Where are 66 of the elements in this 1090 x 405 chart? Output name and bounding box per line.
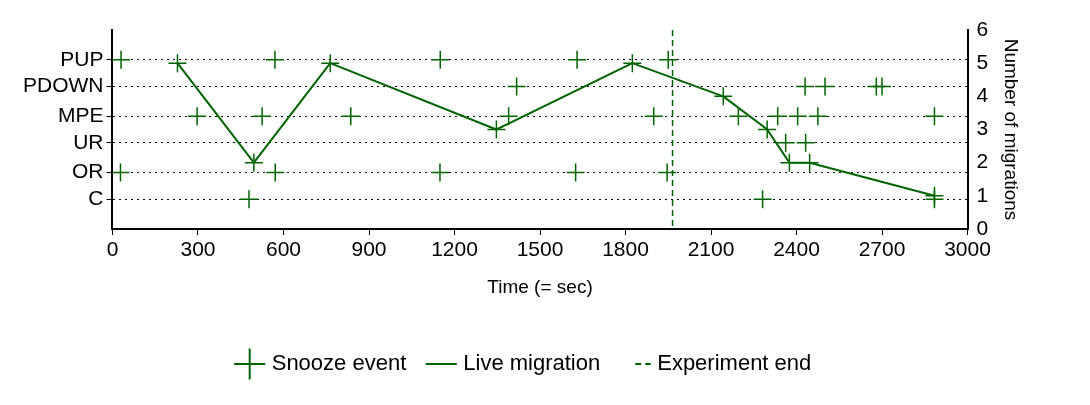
category-label: PUP — [60, 46, 104, 70]
y2-axis-title: Number of migrations — [1001, 38, 1023, 221]
point — [752, 189, 773, 209]
point — [787, 106, 808, 126]
point — [872, 76, 892, 97]
point — [815, 76, 835, 97]
point — [187, 106, 207, 126]
y2-tick-label: 0 — [976, 215, 989, 239]
point — [728, 106, 749, 126]
point — [657, 162, 677, 183]
point — [265, 50, 285, 70]
legend-label: Live migration — [463, 350, 601, 376]
x-tick-label: 2100 — [687, 237, 735, 261]
point — [252, 106, 272, 126]
point — [767, 106, 788, 126]
y2-tick-label: 2 — [976, 149, 989, 173]
x-axis-title: Time (= sec) — [487, 275, 593, 297]
point — [567, 50, 587, 70]
point — [808, 106, 828, 126]
y2-tick-label: 1 — [976, 182, 989, 206]
x-tick-label: 300 — [180, 237, 216, 261]
category-label: MPE — [57, 103, 104, 127]
point — [167, 53, 188, 73]
category-label: C — [88, 185, 104, 209]
point — [775, 133, 796, 153]
point — [795, 76, 815, 97]
x-tick-label: 1800 — [602, 237, 649, 261]
x-tick-label: 900 — [351, 237, 387, 261]
point — [265, 162, 285, 183]
point — [799, 152, 820, 173]
x-tick-label: 3000 — [944, 237, 991, 261]
x-tick-label: 2700 — [858, 237, 906, 261]
point — [506, 76, 527, 97]
x-tick-label: 600 — [265, 237, 302, 261]
point — [112, 162, 131, 183]
x-tick-label: 0 — [106, 237, 119, 261]
point — [430, 50, 450, 70]
x-tick-label: 1200 — [431, 237, 478, 261]
point — [112, 50, 131, 70]
y2-tick-label: 4 — [976, 83, 989, 107]
point — [757, 119, 777, 140]
point — [430, 162, 450, 183]
point — [643, 106, 664, 126]
point — [320, 53, 340, 73]
x-tick-label: 1500 — [516, 237, 564, 261]
category-label: OR — [71, 159, 104, 183]
point — [779, 152, 800, 173]
x-tick-label: 2400 — [773, 237, 820, 261]
category-label: UR — [73, 129, 104, 153]
point — [565, 162, 586, 183]
point — [924, 106, 945, 126]
point — [486, 119, 507, 140]
point — [795, 133, 816, 153]
point — [622, 53, 643, 73]
point — [498, 106, 519, 126]
point — [244, 152, 264, 173]
point — [658, 50, 679, 70]
point — [341, 106, 361, 126]
category-label: PDOWN — [22, 73, 104, 97]
y2-tick-label: 6 — [976, 16, 989, 40]
point — [713, 86, 734, 107]
y2-tick-label: 3 — [976, 116, 989, 140]
legend-label: Experiment end — [657, 350, 812, 376]
legend-label: Snooze event — [271, 350, 407, 376]
y2-tick-label: 5 — [976, 49, 989, 73]
point — [239, 189, 259, 209]
